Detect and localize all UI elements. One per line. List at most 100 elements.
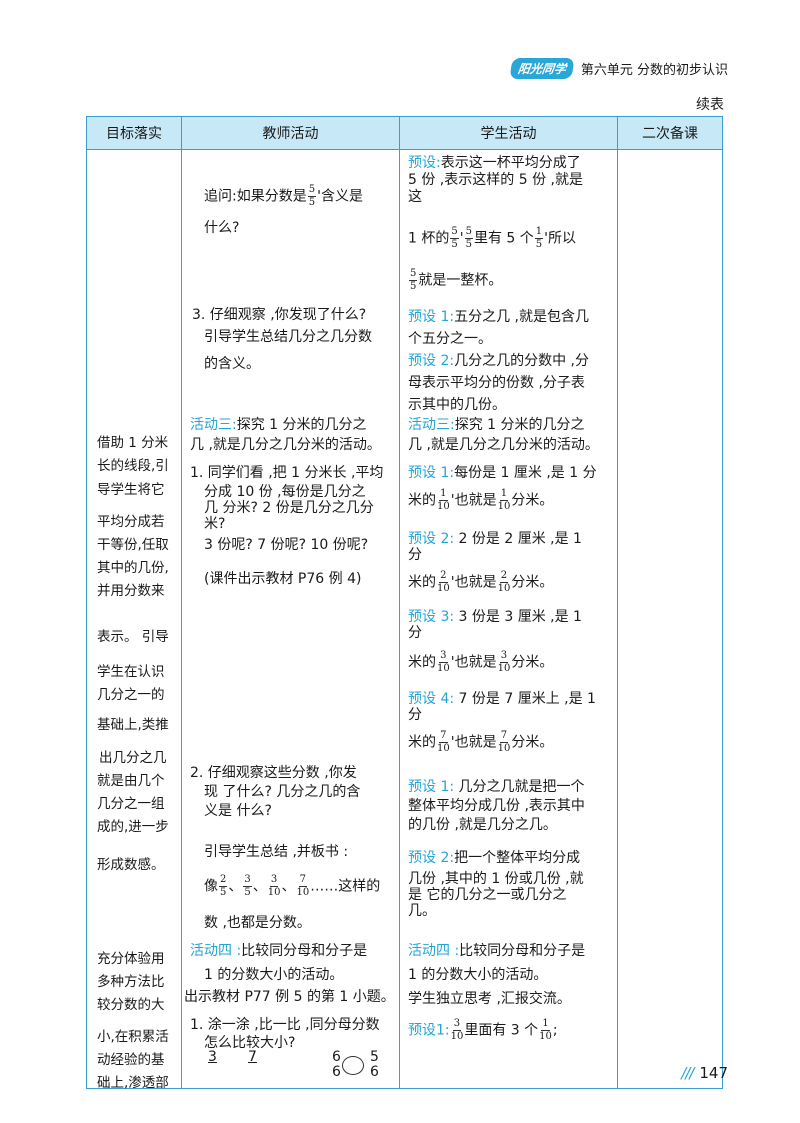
preset-tag: 预设:	[408, 155, 441, 171]
compare-num: 6	[370, 1064, 379, 1080]
fraction-examples: 像 2 5、 3 5、 3 10、 7 10 ……这样的	[204, 874, 381, 898]
courseware-note: (课件出示教材 P76 例 4)	[204, 571, 362, 587]
continued-label: 续表	[696, 97, 724, 113]
text: 3 份是 3 厘米 ,是 1	[454, 609, 582, 625]
fraction: 3 10	[437, 650, 450, 674]
preset-tag: 预设	[408, 1022, 436, 1039]
fraction: 1 10	[497, 488, 511, 512]
student-r2: 分	[408, 547, 422, 563]
teacher-cell: 追问:如果分数是 5 5 '含义是 什么? 3. 仔细观察 ,你发现了什么? 引导学生…	[181, 149, 400, 1089]
student-preset-2: 示其中的几份。	[408, 397, 506, 413]
teacher-activity-3: 活动三:探究 1 分米的几分之	[190, 416, 367, 435]
goal-line: 成的,进一步	[97, 819, 169, 835]
teacher-step-1: 3 份呢? 7 份呢? 10 份呢?	[204, 537, 369, 553]
teacher-activity-3: 几 ,就是几分之几分米的活动。	[190, 437, 381, 453]
text: 比较同分母和分子是	[459, 943, 586, 959]
blank-num: 3	[208, 1049, 217, 1065]
teacher-practice: 1. 涂一涂 ,比一比 ,同分母分数	[190, 1017, 380, 1033]
preset-tag: 预设 1:	[408, 779, 455, 795]
student-r1: 预设 1:每份是 1 厘米 ,是 1 分	[408, 464, 597, 483]
col-goals: 目标落实	[86, 116, 182, 150]
teacher-ask-cont: 什么?	[204, 220, 240, 236]
text: 分米。	[511, 492, 554, 509]
text: 里面有 3 个	[464, 1022, 539, 1039]
text: 五分之几 ,就是包含几	[454, 309, 589, 325]
student-r4-frac: 米的 7 10 '也就是 7 10 分米。	[408, 730, 554, 754]
fraction: 7 10	[296, 874, 310, 898]
student-q1: 整体平均分成几份 ,表示其中	[408, 798, 585, 814]
decor-slashes: ///	[681, 1064, 694, 1082]
goal-line: 学生在认识	[97, 664, 165, 680]
page-number: 147	[699, 1064, 728, 1082]
compare-num: 6	[332, 1064, 341, 1080]
student-q2: 是 它的几分之一或几分之	[408, 887, 567, 903]
goal-line: 础上,渗透部	[97, 1075, 169, 1091]
text: 也就是	[454, 492, 497, 509]
student-r2-frac: 米的 2 10 '也就是 2 10 分米。	[408, 570, 554, 594]
text: 探究 1 分米的几分之	[454, 417, 585, 433]
text: 米的	[408, 492, 436, 509]
text: 也就是	[454, 574, 497, 591]
teacher-practice: 怎么比较大小?	[204, 1035, 296, 1051]
goal-line: 干等份,任取	[97, 537, 169, 553]
fraction: 3 10	[450, 1018, 464, 1042]
goal-line: 较分数的大	[97, 997, 165, 1013]
text: 分米。	[511, 654, 554, 671]
fraction: 1 10	[437, 488, 450, 512]
text: 1 杯的	[408, 230, 450, 247]
goal-line: 出几分之几	[99, 750, 167, 766]
teacher-activity-4: 活动四 :比较同分母和分子是	[190, 942, 367, 961]
text: 米的	[408, 654, 436, 671]
cup-fractions: 1 杯的 5 5 ' 5 5 里有 5 个 1 5 '所以	[408, 226, 577, 250]
student-q2: 预设 2:把一个整体平均分成	[408, 849, 580, 868]
text: 几分之几就是把一个	[454, 779, 585, 795]
teacher-q3: 的含义。	[204, 356, 260, 372]
goal-line: 几分之一组	[97, 796, 165, 812]
text: 米的	[408, 574, 436, 591]
fraction: 3 10	[497, 650, 511, 674]
page-header: 阳光同学 第六单元 分数的初步认识	[509, 58, 728, 79]
goal-line: 其中的几份,	[97, 560, 169, 576]
teacher-step-1: 1. 同学们看 ,把 1 分米长 ,平均	[190, 465, 384, 481]
goal-line: 动经验的基	[97, 1052, 165, 1068]
student-last: 预设1: 3 10 里面有 3 个 1 10;	[408, 1018, 558, 1042]
teacher-summary: 引导学生总结 ,并板书 :	[204, 844, 349, 860]
text: 里有 5 个	[473, 230, 534, 247]
goal-line: 充分体验用	[97, 951, 165, 967]
preset-tag: 预设 1:	[408, 465, 455, 481]
text: 把一个整体平均分成	[454, 850, 581, 866]
notes-cell[interactable]	[617, 149, 723, 1089]
text: 比较同分母和分子是	[241, 943, 368, 959]
text: 2 份是 2 厘米 ,是 1	[454, 531, 582, 547]
teacher-step-2: 现 了什么? 几分之几的含	[204, 784, 361, 800]
student-preset: 预设:表示这一杯平均分成了	[408, 154, 581, 173]
textbook-note: 出示教材 P77 例 5 的第 1 小题。	[184, 989, 395, 1005]
goal-line: 几分之一的	[97, 687, 165, 703]
goal-line: 平均分成若	[97, 514, 165, 530]
fraction: 2 10	[497, 570, 511, 594]
compare-num: 5	[370, 1049, 379, 1065]
compare-circle[interactable]	[342, 1056, 364, 1075]
col-student: 学生活动	[399, 116, 618, 150]
blank-num: 7	[248, 1049, 257, 1065]
goal-line: 借助 1 分米	[97, 435, 169, 451]
activity-tag: 活动四 :	[408, 943, 460, 959]
teacher-step-1: 分成 10 份 ,每份是几分之	[204, 484, 366, 500]
text: 所以	[548, 230, 577, 247]
page-footer: /// 147	[681, 1064, 728, 1082]
text: 每份是 1 厘米 ,是 1 分	[454, 465, 597, 481]
teacher-step-1: 米?	[204, 516, 226, 532]
text: 就是一整杯。	[418, 272, 503, 289]
text: 探究 1 分米的几分之	[236, 417, 367, 433]
cup-whole: 5 5 就是一整杯。	[408, 268, 502, 293]
goals-cell: 借助 1 分米 长的线段,引 导学生将它 平均分成若 干等份,任取 其中的几份,…	[86, 149, 182, 1091]
student-r3-frac: 米的 3 10 '也就是 3 10 分米。	[408, 650, 554, 674]
unit-title: 第六单元 分数的初步认识	[580, 63, 728, 78]
student-cell: 预设:表示这一杯平均分成了 5 份 ,表示这样的 5 份 ,就是 这 1 杯的 5…	[399, 149, 618, 1089]
activity-tag: 活动三:	[190, 417, 237, 433]
